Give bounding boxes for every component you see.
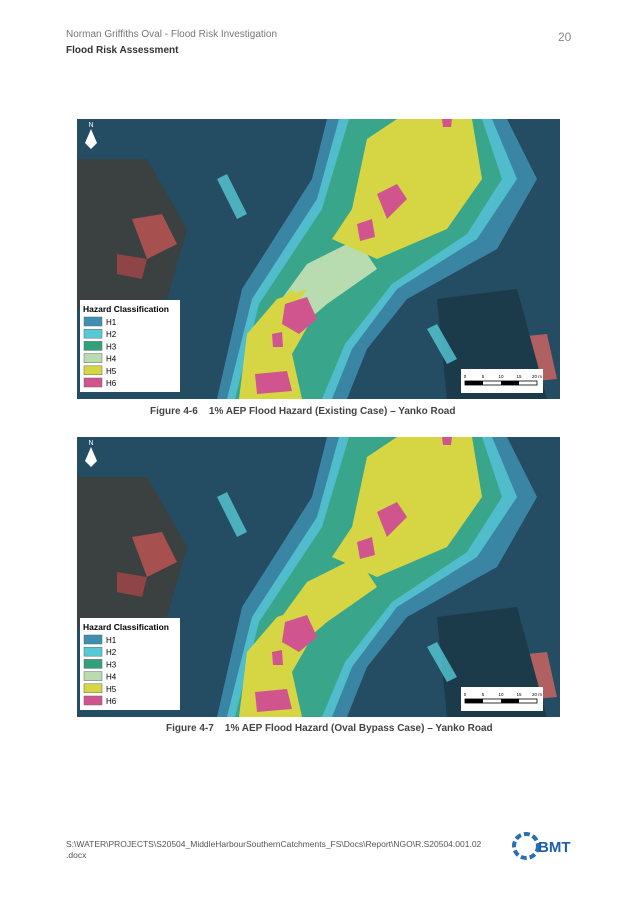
legend-label: H2 [106, 330, 117, 339]
footer-line: .docx [66, 850, 87, 860]
figure-title: 1% AEP Flood Hazard (Oval Bypass Case) –… [224, 723, 493, 734]
legend-label: H2 [106, 648, 117, 657]
hazard-h6 [357, 219, 375, 241]
roof [132, 214, 177, 259]
logo-mark [512, 832, 540, 860]
scale-segment [465, 381, 483, 385]
legend-label: H3 [106, 660, 117, 669]
footer-path: S:\WATER\PROJECTS\S20504_MiddleHarbourSo… [66, 839, 481, 861]
hazard-h6 [442, 119, 452, 127]
legend-swatch [83, 353, 103, 363]
scale-label: 15 [516, 692, 522, 697]
flood-map: N Hazard Classification H1 H2 H3 H4 H5 H6 0 5 10 15… [77, 119, 560, 399]
scale-label: 5 [482, 374, 485, 379]
scale-segment [501, 381, 519, 385]
scale-label: 0 [464, 374, 467, 379]
north-label: N [88, 122, 93, 129]
hazard-h2 [217, 174, 247, 219]
hazard-h6 [255, 371, 292, 394]
hazard-h6 [255, 689, 292, 712]
north-label: N [88, 440, 93, 447]
hazard-h6 [282, 615, 317, 652]
roof [117, 572, 147, 597]
figure-number: Figure 4-6 [150, 406, 198, 417]
hazard-h6 [272, 650, 283, 665]
legend-title: Hazard Classification [83, 304, 169, 314]
scale-label: 20 m [532, 692, 542, 697]
north-arrow [85, 129, 97, 149]
legend-label: H5 [106, 367, 117, 376]
hazard-h6 [282, 297, 317, 334]
figure-number: Figure 4-7 [166, 723, 214, 734]
legend-swatch [83, 365, 103, 376]
figure-title: 1% AEP Flood Hazard (Existing Case) – Ya… [208, 406, 456, 417]
hazard-h6 [357, 537, 375, 559]
houses [77, 159, 187, 309]
roof [132, 532, 177, 577]
legend-label: H1 [106, 318, 117, 327]
legend-swatch [83, 671, 103, 681]
scale-segment [501, 699, 519, 703]
legend-label: H4 [106, 355, 117, 364]
scale-label: 10 [498, 692, 504, 697]
scale-label: 0 [464, 692, 467, 697]
hazard-h6 [442, 437, 452, 445]
hazard-h6 [377, 502, 407, 537]
figure-caption: Figure 4-7 1% AEP Flood Hazard (Oval Byp… [166, 723, 493, 734]
legend-swatch [83, 695, 103, 706]
hazard-h2 [217, 492, 247, 537]
scale-label: 15 [516, 374, 522, 379]
legend-swatch [83, 646, 103, 657]
hazard-h2 [427, 324, 457, 364]
roof [117, 254, 147, 279]
header-title: Norman Griffiths Oval - Flood Risk Inves… [66, 29, 278, 40]
houses [77, 477, 187, 627]
page-number: 20 [558, 30, 572, 44]
legend-title: Hazard Classification [83, 622, 169, 632]
footer-line: S:\WATER\PROJECTS\S20504_MiddleHarbourSo… [66, 839, 482, 849]
legend-swatch [83, 634, 103, 645]
legend-label: H6 [106, 697, 117, 706]
hazard-h2 [427, 642, 457, 682]
legend-swatch [83, 316, 103, 327]
scale-label: 10 [498, 374, 504, 379]
figure-caption: Figure 4-6 1% AEP Flood Hazard (Existing… [150, 406, 455, 417]
legend-label: H3 [106, 342, 117, 351]
legend-swatch [83, 377, 103, 388]
scale-label: 5 [482, 692, 485, 697]
legend-swatch [83, 659, 103, 669]
scale-label: 20 m [532, 374, 542, 379]
logo-text: BMT [538, 839, 571, 856]
legend-label: H1 [106, 636, 117, 645]
flood-map: N Hazard Classification H1 H2 H3 H4 H5 H6 0 5 10 15… [77, 437, 560, 717]
legend-label: H5 [106, 685, 117, 694]
bmt-logo: BMT [512, 832, 571, 860]
legend-label: H6 [106, 379, 117, 388]
legend-swatch [83, 683, 103, 694]
hazard-h6 [272, 332, 283, 347]
scale-segment [465, 699, 483, 703]
header-subtitle: Flood Risk Assessment [66, 45, 179, 56]
legend-label: H4 [106, 673, 117, 682]
legend-swatch [83, 328, 103, 339]
north-arrow [85, 447, 97, 467]
hazard-h6 [377, 184, 407, 219]
legend-swatch [83, 341, 103, 351]
